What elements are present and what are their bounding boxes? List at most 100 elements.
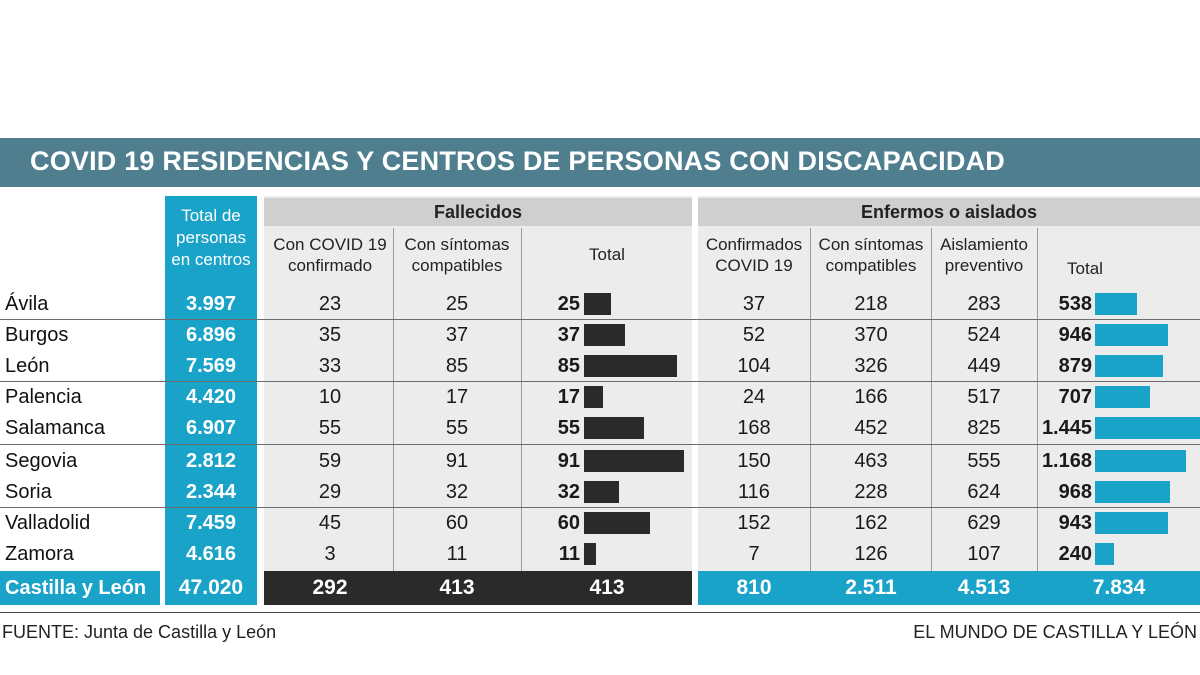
divider-f1 bbox=[393, 228, 394, 571]
enfermos-label: Enfermos o aislados bbox=[860, 201, 1038, 222]
enfermos-total-bar bbox=[1095, 293, 1137, 315]
e-confirmados-value: 104 bbox=[737, 355, 771, 377]
f-total-value: 55 bbox=[557, 417, 580, 439]
total-personas-value: 47.020 bbox=[178, 576, 244, 599]
f-covid-value: 23 bbox=[318, 293, 342, 315]
f-sintomas-value: 17 bbox=[445, 386, 469, 408]
header-e-aislamiento-line1: Aislamiento bbox=[940, 235, 1028, 254]
e-sintomas-value: 218 bbox=[854, 293, 888, 315]
total-personas-value: 2.812 bbox=[185, 450, 237, 472]
header-f-covid-line2: confirmado bbox=[287, 256, 373, 275]
e-aislamiento-value: 524 bbox=[967, 324, 1001, 346]
divider-f2 bbox=[521, 228, 522, 571]
header-f-covid: Con COVID 19 confirmado bbox=[266, 234, 394, 276]
total-f-covid: 292 bbox=[312, 576, 348, 599]
total-f-total: 413 bbox=[589, 576, 625, 599]
f-sintomas-value: 55 bbox=[445, 417, 469, 439]
total-personas-value: 6.896 bbox=[185, 324, 237, 346]
header-f-sintomas-line2: compatibles bbox=[411, 256, 503, 275]
group-separator bbox=[0, 381, 1200, 382]
f-total-value: 17 bbox=[557, 386, 580, 408]
fallecidos-total-bar bbox=[584, 324, 625, 346]
fallecidos-panel-bg bbox=[264, 196, 692, 571]
enfermos-total-bar bbox=[1095, 324, 1168, 346]
e-confirmados-value: 116 bbox=[738, 481, 770, 503]
e-confirmados-value: 7 bbox=[748, 543, 760, 565]
province-name: Burgos bbox=[5, 324, 69, 346]
fallecidos-total-bar bbox=[584, 417, 644, 439]
total-e-aislamiento: 4.513 bbox=[957, 576, 1011, 599]
fallecidos-total-bar bbox=[584, 481, 619, 503]
header-e-sintomas-line1: Con síntomas bbox=[818, 235, 924, 254]
f-sintomas-value: 60 bbox=[445, 512, 469, 534]
total-label: Castilla y León bbox=[5, 577, 147, 599]
total-personas-value: 4.420 bbox=[185, 386, 237, 408]
e-confirmados-value: 150 bbox=[737, 450, 771, 472]
province-name: Zamora bbox=[5, 543, 74, 565]
f-total-value: 60 bbox=[557, 512, 580, 534]
e-aislamiento-value: 283 bbox=[967, 293, 1001, 315]
e-aislamiento-value: 517 bbox=[967, 386, 1001, 408]
f-covid-value: 3 bbox=[324, 543, 336, 565]
fallecidos-label: Fallecidos bbox=[433, 201, 523, 222]
e-aislamiento-value: 629 bbox=[967, 512, 1001, 534]
province-name: Salamanca bbox=[5, 417, 106, 439]
e-confirmados-value: 52 bbox=[742, 324, 766, 346]
enfermos-total-bar bbox=[1095, 543, 1114, 565]
e-total-value: 968 bbox=[1058, 481, 1092, 503]
province-name: Segovia bbox=[5, 450, 78, 472]
e-confirmados-value: 37 bbox=[742, 293, 766, 315]
e-total-value: 946 bbox=[1058, 324, 1092, 346]
e-sintomas-value: 228 bbox=[854, 481, 888, 503]
enfermos-group-header: Enfermos o aislados bbox=[698, 198, 1200, 226]
fallecidos-total-bar bbox=[584, 355, 677, 377]
f-sintomas-value: 91 bbox=[445, 450, 469, 472]
e-sintomas-value: 370 bbox=[854, 324, 888, 346]
enfermos-total-bar bbox=[1095, 417, 1200, 439]
group-separator bbox=[0, 507, 1200, 508]
source-text: FUENTE: Junta de Castilla y León bbox=[2, 622, 277, 642]
total-label-cell: Castilla y León bbox=[0, 571, 160, 605]
fallecidos-group-header: Fallecidos bbox=[264, 198, 692, 226]
enfermos-total-bar bbox=[1095, 481, 1170, 503]
f-covid-value: 45 bbox=[318, 512, 342, 534]
e-sintomas-value: 326 bbox=[854, 355, 888, 377]
province-name: Soria bbox=[5, 481, 52, 503]
header-e-aislamiento-line2: preventivo bbox=[944, 256, 1024, 275]
e-aislamiento-value: 449 bbox=[967, 355, 1001, 377]
total-e-cell-bg bbox=[698, 571, 1200, 605]
header-e-confirmados-line2: COVID 19 bbox=[715, 256, 793, 275]
f-total-value: 91 bbox=[557, 450, 580, 472]
total-e-total: 7.834 bbox=[1092, 576, 1146, 599]
header-e-sintomas: Con síntomas compatibles bbox=[811, 234, 931, 276]
header-f-total-label: Total bbox=[589, 245, 625, 264]
e-confirmados-value: 168 bbox=[737, 417, 771, 439]
title-bar: COVID 19 RESIDENCIAS Y CENTROS DE PERSON… bbox=[0, 138, 1200, 187]
e-sintomas-value: 162 bbox=[854, 512, 888, 534]
header-e-total-label: Total bbox=[1067, 259, 1103, 278]
header-e-aislamiento: Aislamiento preventivo bbox=[932, 234, 1036, 276]
f-covid-value: 35 bbox=[318, 324, 342, 346]
divider-e3 bbox=[1037, 228, 1038, 571]
e-confirmados-value: 24 bbox=[742, 386, 766, 408]
header-f-covid-line1: Con COVID 19 bbox=[273, 235, 387, 254]
f-covid-value: 29 bbox=[318, 481, 342, 503]
credit-text: EL MUNDO DE CASTILLA Y LEÓN bbox=[913, 622, 1197, 642]
header-f-total: Total bbox=[522, 244, 692, 265]
total-personas-value: 4.616 bbox=[185, 543, 237, 565]
f-sintomas-value: 11 bbox=[446, 543, 468, 565]
header-total-personas-line2: personas bbox=[176, 228, 246, 247]
f-covid-value: 33 bbox=[318, 355, 342, 377]
total-e-confirmados: 810 bbox=[736, 576, 772, 599]
e-sintomas-value: 126 bbox=[854, 543, 888, 565]
fallecidos-total-bar bbox=[584, 512, 650, 534]
header-total-personas: Total de personas en centros bbox=[165, 205, 257, 271]
header-total-personas-line3: en centros bbox=[171, 250, 251, 269]
total-personas-value: 3.997 bbox=[185, 293, 237, 315]
header-e-sintomas-line2: compatibles bbox=[825, 256, 917, 275]
total-personas-value: 6.907 bbox=[185, 417, 237, 439]
f-total-value: 25 bbox=[557, 293, 580, 315]
f-covid-value: 55 bbox=[318, 417, 342, 439]
e-total-value: 707 bbox=[1058, 386, 1092, 408]
enfermos-total-bar bbox=[1095, 512, 1168, 534]
